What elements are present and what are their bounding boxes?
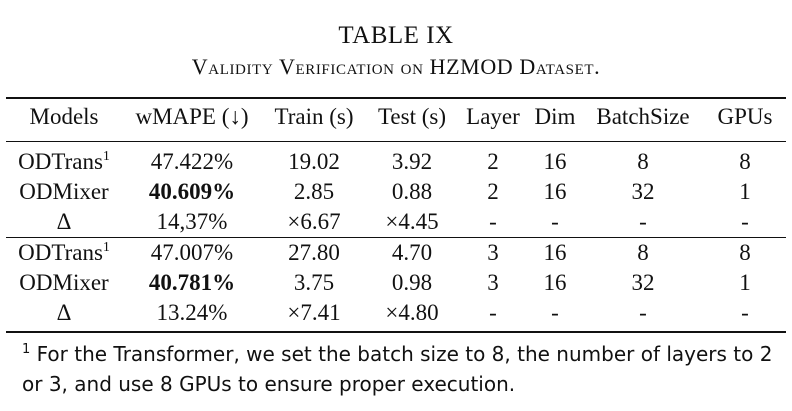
footnote-marker: 1 <box>102 240 110 255</box>
wmape-cell-best: 40.609% <box>148 179 236 204</box>
table-row: ODTrans1 47.007% 27.80 4.70 3 16 8 8 <box>6 238 786 268</box>
wmape-cell: 47.422% <box>150 149 234 174</box>
layer-cell: - <box>489 209 497 234</box>
dim-cell: 16 <box>543 149 567 174</box>
batch-cell: 8 <box>637 240 649 265</box>
header-models: Models <box>29 104 99 129</box>
wmape-cell: 47.007% <box>150 240 234 265</box>
table-row: ODTrans1 47.422% 19.02 3.92 2 16 8 8 <box>6 147 786 177</box>
layer-cell: - <box>489 300 497 325</box>
model-cell: ODTrans1 <box>18 149 110 174</box>
footnote: 1 For the Transformer, we set the batch … <box>22 339 786 399</box>
test-cell: 4.70 <box>391 240 433 265</box>
dim-cell: 16 <box>543 240 567 265</box>
test-cell: 0.88 <box>391 179 433 204</box>
header-layer: Layer <box>466 104 520 129</box>
model-cell: ODTrans1 <box>18 240 110 265</box>
group-2: ODTrans1 47.007% 27.80 4.70 3 16 8 8 ODM… <box>6 238 786 328</box>
batch-cell: - <box>639 300 647 325</box>
model-cell: ODMixer <box>19 270 109 295</box>
gpus-cell: 1 <box>739 179 751 204</box>
batch-cell: 32 <box>631 179 655 204</box>
dim-cell: 16 <box>543 270 567 295</box>
train-cell: 27.80 <box>288 240 340 265</box>
bottom-rule <box>6 331 786 333</box>
wmape-cell: 13.24% <box>156 300 228 325</box>
table-title: Validity Verification on HZMOD Dataset. <box>191 54 601 79</box>
table-row: ODMixer 40.781% 3.75 0.98 3 16 32 1 <box>6 268 786 298</box>
batch-cell: 32 <box>631 270 655 295</box>
test-cell: ×4.80 <box>385 300 439 325</box>
table-row: Δ 13.24% ×7.41 ×4.80 - - - - <box>6 298 786 328</box>
train-cell: 3.75 <box>293 270 335 295</box>
gpus-cell: - <box>741 300 749 325</box>
dim-cell: - <box>551 209 559 234</box>
header-row: Models wMAPE (↓) Train (s) Test (s) Laye… <box>6 99 786 135</box>
wmape-cell: 14,37% <box>156 209 228 234</box>
group-1: ODTrans1 47.422% 19.02 3.92 2 16 8 8 ODM… <box>6 147 786 237</box>
dim-cell: - <box>551 300 559 325</box>
test-cell: 3.92 <box>391 149 433 174</box>
test-cell: 0.98 <box>391 270 433 295</box>
gpus-cell: - <box>741 209 749 234</box>
table-row: Δ 14,37% ×6.67 ×4.45 - - - - <box>6 207 786 237</box>
header-train: Train (s) <box>274 104 354 129</box>
top-rule <box>6 97 786 99</box>
dim-cell: 16 <box>543 179 567 204</box>
footnote-marker: 1 <box>102 149 110 164</box>
model-cell: Δ <box>56 209 72 234</box>
header-rule <box>6 141 786 142</box>
train-cell: 2.85 <box>293 179 335 204</box>
footnote-text: For the Transformer, we set the batch si… <box>22 342 773 396</box>
layer-cell: 3 <box>487 270 499 295</box>
model-cell: ODMixer <box>19 179 109 204</box>
train-cell: ×6.67 <box>287 209 341 234</box>
header-gpus: GPUs <box>717 104 773 129</box>
table-number: TABLE IX <box>338 22 454 49</box>
layer-cell: 2 <box>487 149 499 174</box>
layer-cell: 3 <box>487 240 499 265</box>
batch-cell: 8 <box>637 149 649 174</box>
model-cell: Δ <box>56 300 72 325</box>
gpus-cell: 8 <box>739 240 751 265</box>
group-rule <box>6 237 786 238</box>
table-row: ODMixer 40.609% 2.85 0.88 2 16 32 1 <box>6 177 786 207</box>
header-dim: Dim <box>534 104 576 129</box>
header-test: Test (s) <box>377 104 446 129</box>
header-batchsize: BatchSize <box>596 104 690 129</box>
header-wmape: wMAPE (↓) <box>135 104 249 129</box>
footnote-number: 1 <box>22 342 31 357</box>
gpus-cell: 8 <box>739 149 751 174</box>
train-cell: ×7.41 <box>287 300 341 325</box>
train-cell: 19.02 <box>288 149 340 174</box>
wmape-cell-best: 40.781% <box>148 270 236 295</box>
gpus-cell: 1 <box>739 270 751 295</box>
test-cell: ×4.45 <box>385 209 439 234</box>
batch-cell: - <box>639 209 647 234</box>
layer-cell: 2 <box>487 179 499 204</box>
